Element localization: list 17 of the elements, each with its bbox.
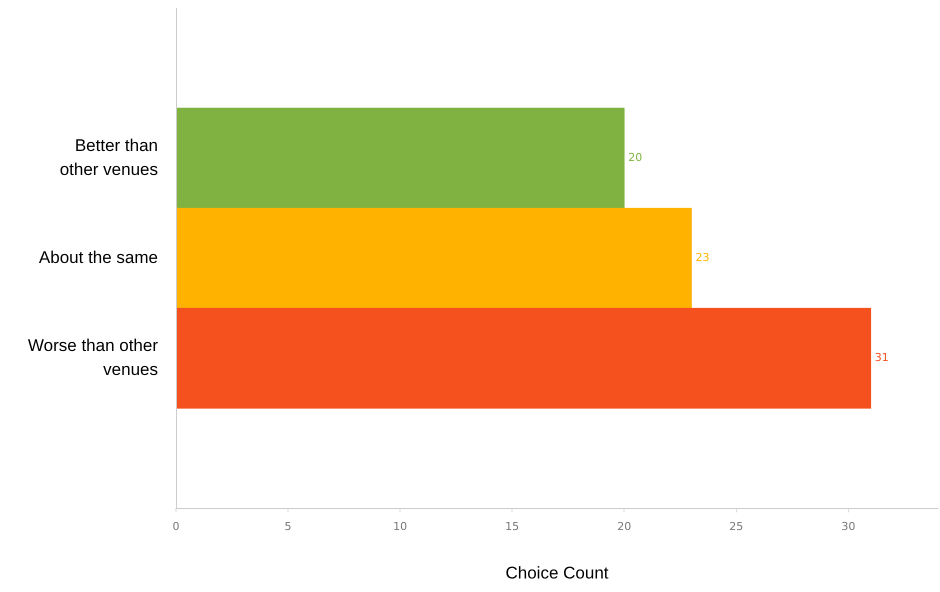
x-tick-label: 30 <box>841 520 856 533</box>
x-tick-label: 0 <box>172 520 180 533</box>
x-tick-label: 10 <box>393 520 408 533</box>
x-axis-title: Choice Count <box>505 563 609 582</box>
bar <box>176 308 872 409</box>
x-tick-label: 5 <box>284 520 292 533</box>
data-label: 20 <box>628 150 642 164</box>
x-tick-label: 25 <box>729 520 744 533</box>
bar <box>176 108 625 208</box>
y-tick-label: About the same <box>38 248 158 267</box>
y-tick-label: Better than other venues <box>60 136 158 179</box>
data-label: 23 <box>695 251 710 264</box>
bar <box>176 208 692 309</box>
x-tick-label: 20 <box>617 520 632 533</box>
data-label: 31 <box>874 351 889 364</box>
y-tick-label: Worse than other venues <box>28 336 158 379</box>
x-tick-label: 15 <box>505 520 520 533</box>
